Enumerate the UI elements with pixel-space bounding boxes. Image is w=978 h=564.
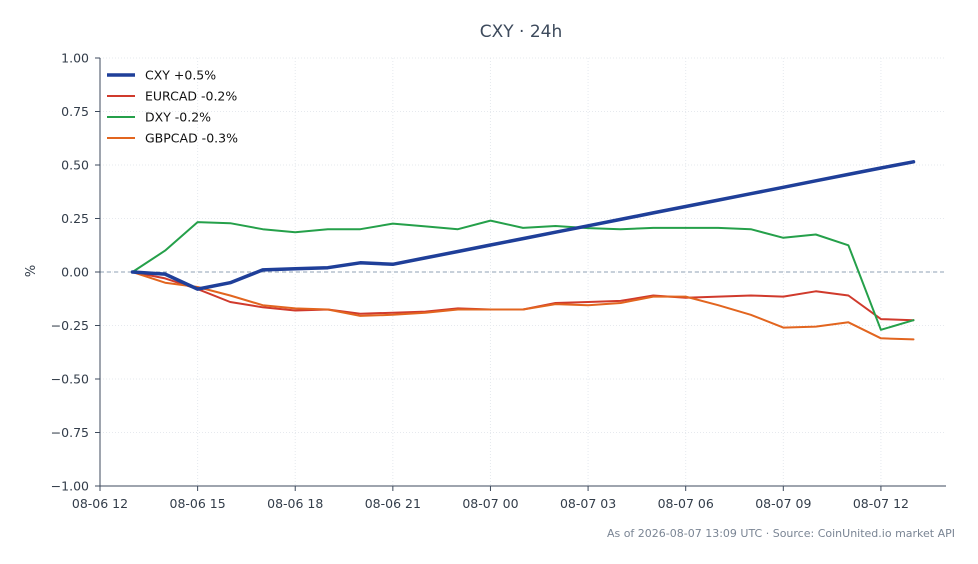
series-line-eurcad [131, 271, 915, 322]
y-tick-label: −0.50 [51, 372, 89, 387]
y-tick-label: 0.00 [61, 265, 89, 280]
legend: CXY +0.5% EURCAD -0.2% DXY -0.2% GBPCAD -0.… [107, 68, 238, 146]
x-tick-label: 08-06 15 [170, 496, 226, 511]
y-tick-label: −0.75 [51, 425, 89, 440]
x-tick-label: 08-06 18 [267, 496, 323, 511]
series-line-dxy [131, 219, 915, 331]
y-tick-label: −0.25 [51, 318, 89, 333]
series-line-cxy [130, 160, 916, 291]
y-tick-label: 0.50 [61, 158, 89, 173]
series-line-gbpcad [131, 271, 915, 341]
y-tick-label: 1.00 [61, 51, 89, 66]
x-tick-label: 08-07 06 [658, 496, 714, 511]
x-tick-label: 08-07 09 [755, 496, 811, 511]
legend-label-cxy: CXY +0.5% [145, 68, 216, 83]
chart-title: CXY · 24h [480, 22, 563, 42]
legend-label-dxy: DXY -0.2% [145, 110, 211, 125]
x-tick-label: 08-06 21 [365, 496, 421, 511]
y-tick-label: 0.75 [61, 104, 89, 119]
x-tick-label: 08-07 00 [462, 496, 518, 511]
axes: 1.00 0.75 0.50 0.25 0.00 −0.25 −0.50 −0.75 −1.00… [51, 51, 946, 511]
y-tick-label: −1.00 [51, 479, 89, 494]
x-tick-label: 08-07 03 [560, 496, 616, 511]
footnote: As of 2026-08-07 13:09 UTC · Source: Coi… [607, 527, 955, 540]
y-tick-label: 0.25 [61, 211, 89, 226]
legend-label-eurcad: EURCAD -0.2% [145, 89, 237, 104]
x-tick-label: 08-07 12 [853, 496, 909, 511]
legend-label-gbpcad: GBPCAD -0.3% [145, 131, 238, 146]
series-lines [130, 160, 916, 341]
x-tick-label: 08-06 12 [72, 496, 128, 511]
y-axis-label: % [24, 265, 39, 277]
